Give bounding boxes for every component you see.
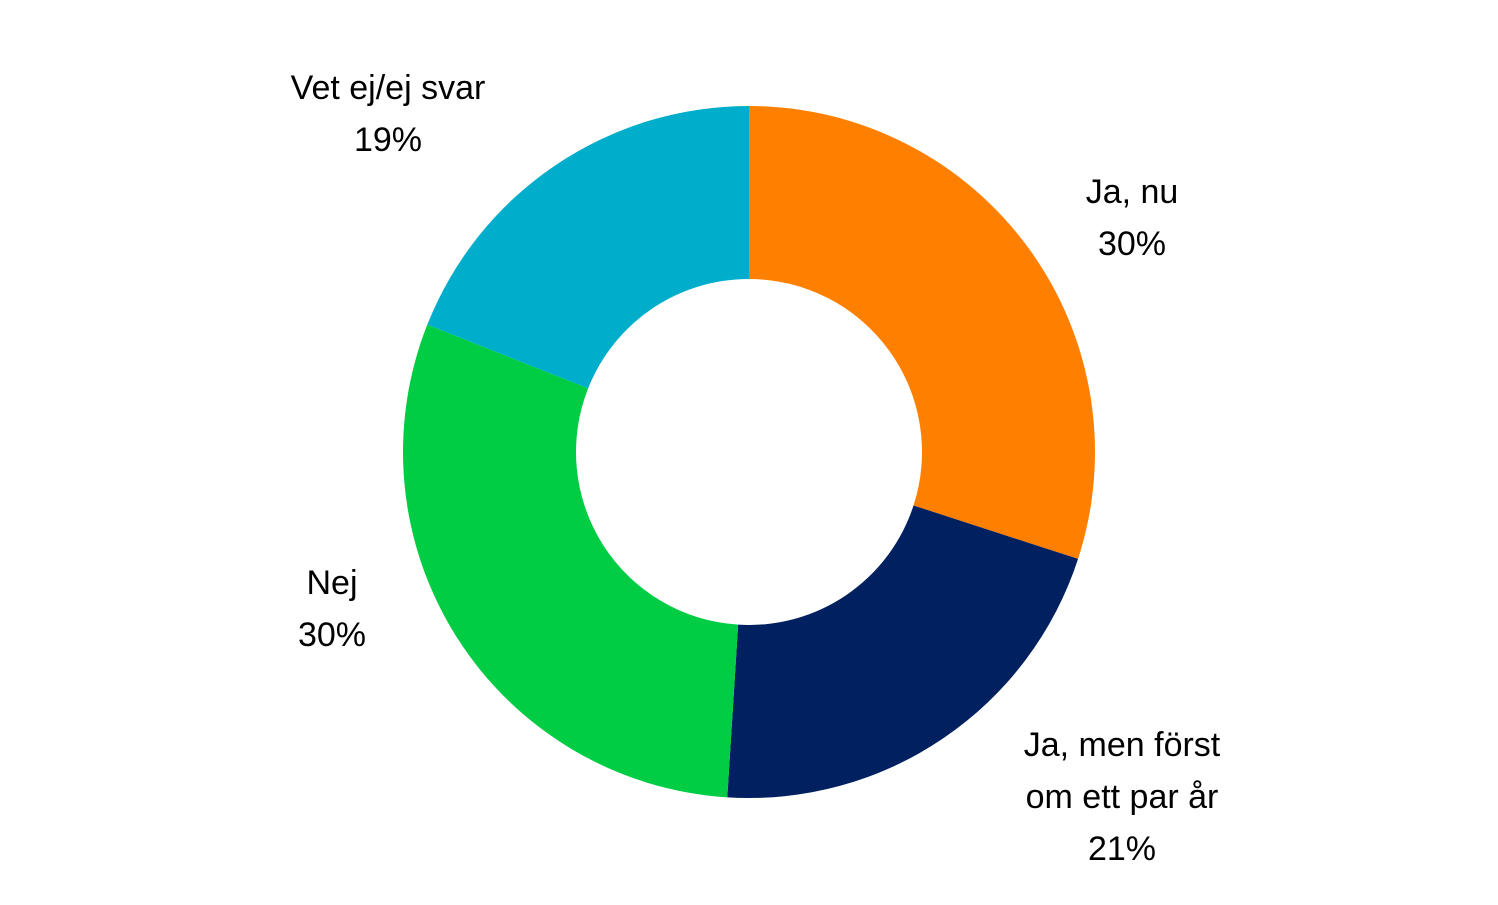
slice-category-label: om ett par år [1026, 778, 1219, 816]
slice-category-label: Ja, men först [1024, 726, 1221, 764]
slice-label-3: Nej 30% [298, 564, 366, 654]
slice-label-1: Ja, nu 30% [1086, 173, 1179, 263]
slice-value-label: 30% [298, 616, 366, 654]
slice-category-label: Nej [306, 564, 357, 602]
donut-slice-1 [749, 106, 1095, 559]
donut-slice-2 [727, 505, 1079, 798]
slice-value-label: 30% [1098, 225, 1166, 263]
slice-value-label: 21% [1088, 830, 1156, 868]
donut-slice-3 [402, 324, 739, 798]
slice-value-label: 19% [354, 121, 422, 159]
donut-slices [402, 106, 1095, 798]
donut-slice-4 [427, 106, 749, 389]
slice-labels: Ja, nu 30% Ja, men först om ett par år 21% Ne… [291, 69, 1221, 868]
slice-label-2: Ja, men först om ett par år 21% [1024, 726, 1221, 868]
slice-category-label: Ja, nu [1086, 173, 1179, 211]
slice-label-4: Vet ej/ej svar 19% [291, 69, 486, 159]
slice-category-label: Vet ej/ej svar [291, 69, 486, 107]
